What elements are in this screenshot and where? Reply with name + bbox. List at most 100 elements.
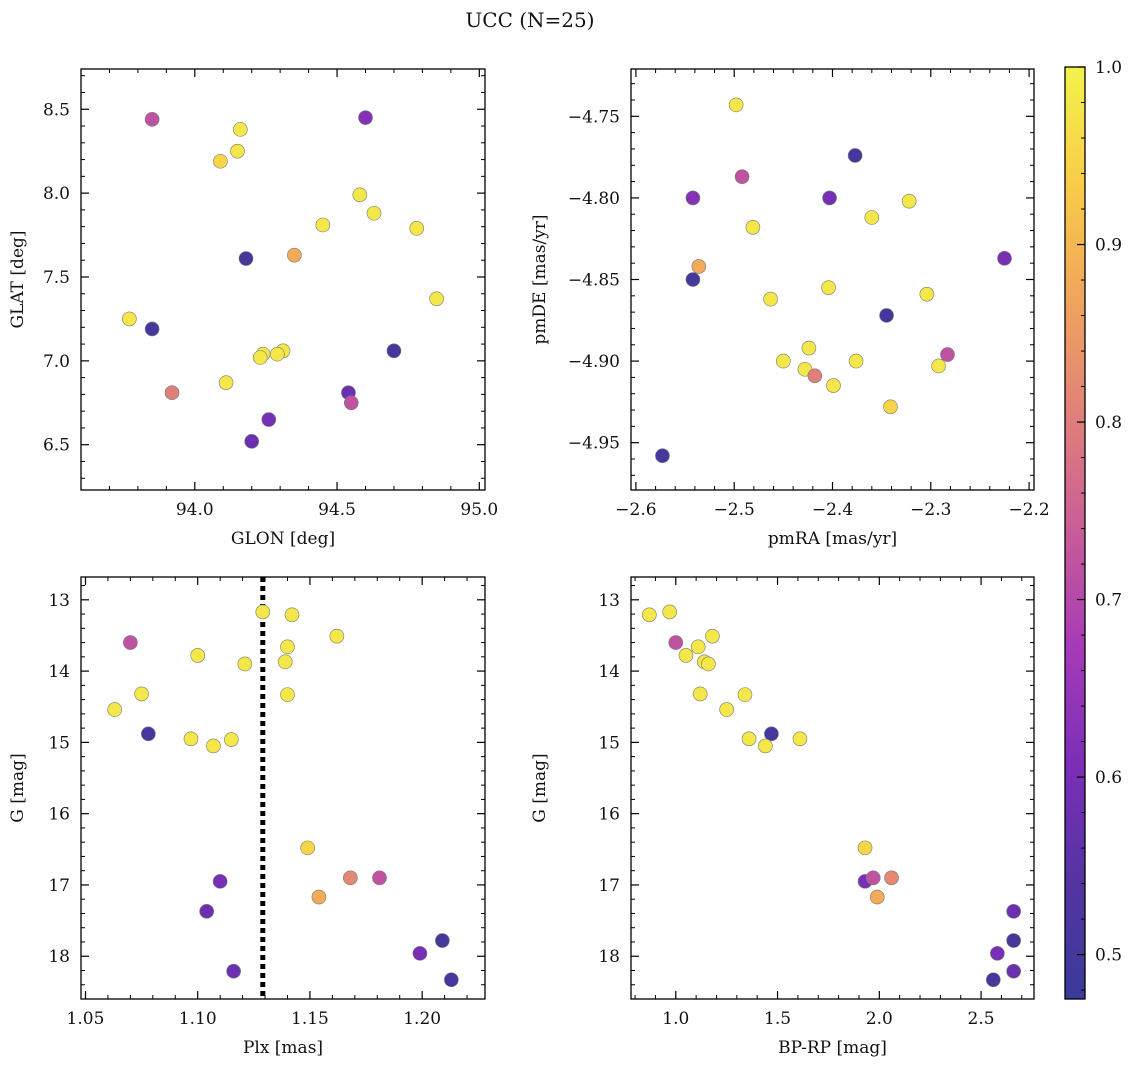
- colorbar-tick-label: 0.8: [1095, 413, 1122, 433]
- scatter-point: [386, 343, 402, 359]
- scatter-point: [366, 205, 382, 221]
- axes-frame: [630, 576, 1035, 1000]
- scatter-point: [300, 840, 315, 856]
- y-axis-label: G [mag]: [8, 753, 28, 822]
- scatter-point: [409, 221, 425, 236]
- scatter-point: [997, 250, 1012, 266]
- x-tick-label: 1.05: [67, 1009, 105, 1029]
- scatter-point: [270, 346, 285, 362]
- scatter-point: [141, 726, 156, 742]
- scatter-point: [134, 686, 149, 702]
- axes-frame: [80, 68, 486, 491]
- scatter-point: [848, 353, 864, 369]
- scatter-point: [261, 412, 277, 427]
- scatter-point: [931, 358, 946, 374]
- scatter-point: [280, 687, 295, 702]
- y-tick-label: 14: [48, 662, 70, 682]
- colorbar-tick-label: 0.5: [1095, 946, 1122, 966]
- colorbar-tick-label: 0.7: [1095, 591, 1122, 611]
- x-tick-label: 1.5: [764, 1009, 791, 1029]
- scatter-point: [107, 702, 122, 717]
- x-tick-label: 95.0: [460, 500, 498, 520]
- figure-title: UCC (N=25): [465, 8, 594, 32]
- y-tick-label: 14: [598, 662, 620, 682]
- scatter-point: [690, 639, 706, 655]
- scatter-point: [642, 607, 657, 623]
- scatter-point: [701, 656, 716, 672]
- scatter-point: [358, 110, 373, 125]
- scatter-point: [237, 656, 253, 672]
- scatter-point: [212, 874, 228, 889]
- y-tick-label: 8.5: [43, 100, 70, 120]
- scatter-point: [315, 217, 331, 233]
- y-axis-label: G [mag]: [530, 753, 550, 822]
- y-tick-label: 13: [598, 591, 620, 611]
- scatter-point: [662, 604, 677, 620]
- y-tick-label: −4.85: [568, 271, 620, 291]
- scatter-point: [864, 210, 880, 225]
- scatter-point: [343, 870, 358, 886]
- scatter-point: [280, 639, 295, 655]
- scatter-point: [429, 291, 444, 307]
- x-tick-label: −2.5: [714, 500, 755, 520]
- colorbar: 0.5 0.6 0.7 0.8 0.9 1.0: [1064, 58, 1122, 1000]
- x-tick-label: 2.5: [968, 1009, 995, 1029]
- y-tick-label: 13: [48, 591, 70, 611]
- x-tick-label: 1.20: [403, 1009, 441, 1029]
- colorbar-tick-label: 0.6: [1095, 768, 1122, 788]
- y-tick-label: −4.80: [568, 189, 620, 209]
- scatter-point: [883, 399, 898, 415]
- scatter-point: [1006, 933, 1021, 948]
- axes-frame: [80, 576, 486, 1000]
- y-axis-label: pmDE [mas/yr]: [530, 214, 550, 344]
- scatter-point: [224, 732, 239, 747]
- x-axis-label: GLON [deg]: [231, 529, 335, 549]
- scatter-point: [655, 448, 670, 464]
- scatter-point: [255, 604, 271, 620]
- scatter-point: [857, 840, 873, 856]
- scatter-point: [737, 687, 753, 702]
- scatter-point: [719, 702, 734, 717]
- scatter-point: [847, 148, 863, 163]
- scatter-point: [763, 291, 778, 307]
- x-tick-label: 1.15: [291, 1009, 329, 1029]
- scatter-point: [821, 280, 836, 295]
- y-tick-label: 16: [598, 805, 620, 825]
- y-tick-label: 6.5: [43, 436, 70, 456]
- y-tick-label: 16: [48, 805, 70, 825]
- scatter-point: [705, 628, 720, 644]
- scatter-point: [776, 353, 791, 369]
- scatter-point: [244, 434, 260, 449]
- colorbar-tick-label: 0.9: [1095, 236, 1122, 256]
- scatter-point: [901, 193, 917, 209]
- y-tick-label: 18: [598, 947, 620, 967]
- scatter-point: [734, 169, 750, 184]
- scatter-point: [758, 738, 773, 754]
- scatter-point: [444, 972, 459, 988]
- scatter-point: [801, 340, 817, 356]
- panel-2: −2.6 −2.5 −2.4 −2.3 −2.2 −4.95 −4.90 −4.85 −4.80…: [530, 68, 1050, 549]
- x-axis-label: pmRA [mas/yr]: [768, 529, 897, 549]
- x-tick-label: −2.2: [1008, 500, 1049, 520]
- scatter-point: [884, 870, 899, 886]
- scatter-point: [144, 321, 160, 337]
- scatter-point: [792, 731, 808, 747]
- scatter-point: [213, 153, 228, 169]
- scatter-point: [412, 946, 428, 961]
- y-tick-label: 15: [48, 733, 70, 753]
- scatter-point: [343, 395, 359, 411]
- scatter-point: [685, 272, 701, 287]
- y-tick-label: −4.90: [568, 352, 620, 372]
- x-tick-label: 1.10: [179, 1009, 217, 1029]
- panel-1: 94.0 94.5 95.0 6.5 7.0 7.5 8.0 8.5 GLON [deg] GLA…: [8, 68, 498, 549]
- scatter-point: [764, 726, 779, 742]
- scatter-point: [190, 648, 206, 663]
- scatter-point: [164, 385, 180, 401]
- scatter-point: [940, 347, 955, 362]
- scatter-point: [287, 247, 302, 263]
- y-tick-label: −4.75: [568, 107, 620, 127]
- x-tick-label: −2.4: [812, 500, 853, 520]
- scatter-point: [865, 870, 881, 886]
- scatter-point: [869, 889, 885, 905]
